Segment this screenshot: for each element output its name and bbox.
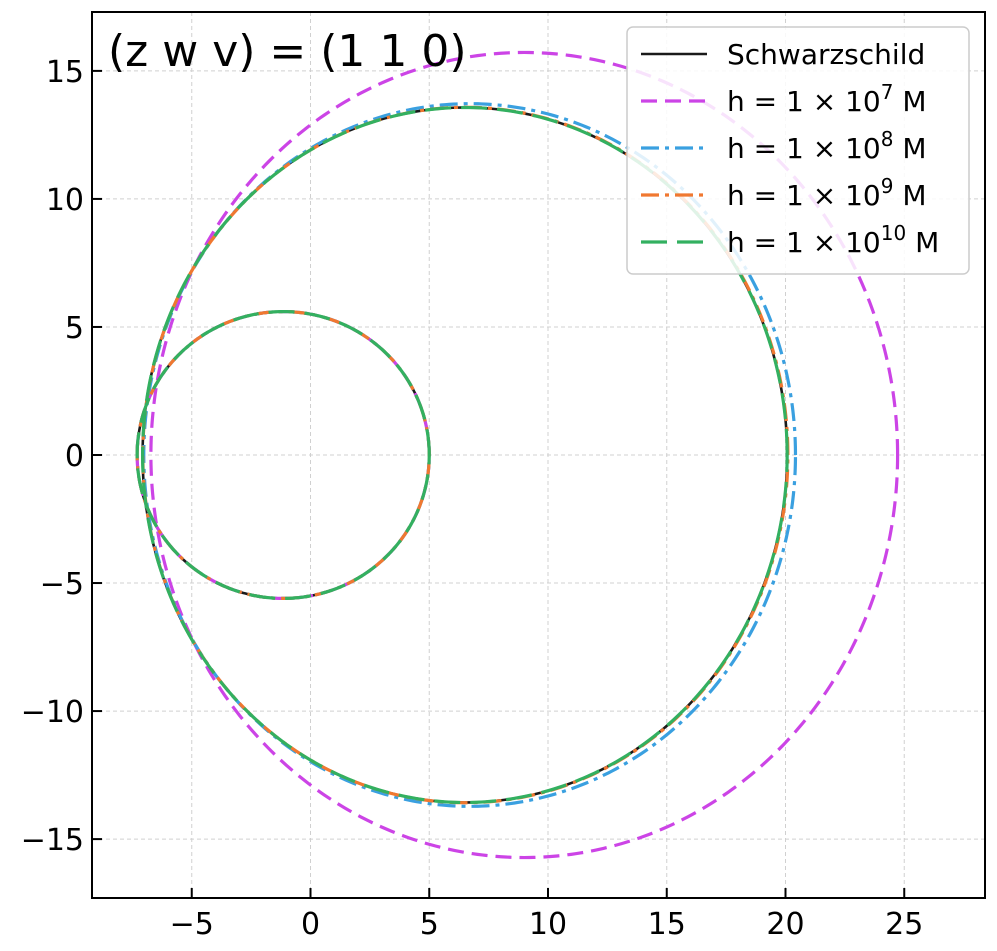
legend-label: Schwarzschild <box>727 38 925 71</box>
x-tick-label: 0 <box>301 907 320 942</box>
y-tick-label: 10 <box>46 183 84 218</box>
x-tick-label: 15 <box>648 907 686 942</box>
x-tick-label: −5 <box>170 907 214 942</box>
y-tick-label: −10 <box>21 695 84 730</box>
legend-box <box>626 26 970 275</box>
x-tick-label: 10 <box>529 907 567 942</box>
y-tick-label: 0 <box>65 439 84 474</box>
x-tick-label: 5 <box>420 907 439 942</box>
y-tick-label: 5 <box>65 311 84 346</box>
legend-label: h = 1 × 107 M <box>727 80 927 118</box>
y-tick-label: −5 <box>40 567 84 602</box>
series-4-outer-loop <box>140 105 789 805</box>
chart-title: (z w v) = (1 1 0) <box>108 26 467 77</box>
y-tick-label: −15 <box>21 823 84 858</box>
legend-label: h = 1 × 108 M <box>727 127 927 165</box>
legend: Schwarzschild h = 1 × 107 M h = 1 × 108 M h… <box>626 26 970 275</box>
legend-label: h = 1 × 1010 M <box>727 221 939 259</box>
series-4-inner-loop <box>135 309 431 601</box>
legend-label: h = 1 × 109 M <box>727 174 927 212</box>
axis-ticks: −5 0 5 10 15 20 25 −15 −10 −5 0 5 10 15 <box>21 55 924 942</box>
y-tick-label: 15 <box>46 55 84 90</box>
x-tick-label: 25 <box>885 907 923 942</box>
x-tick-label: 20 <box>766 907 804 942</box>
